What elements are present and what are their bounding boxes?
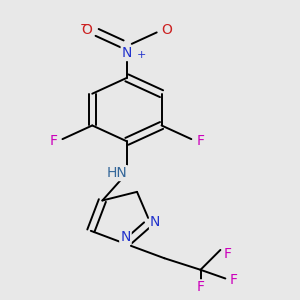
Text: N: N — [122, 46, 132, 60]
Text: −: − — [80, 20, 90, 32]
Text: F: F — [196, 134, 204, 148]
Text: +: + — [137, 50, 146, 59]
Text: F: F — [230, 273, 237, 287]
Text: HN: HN — [106, 166, 127, 180]
Text: O: O — [161, 23, 172, 37]
Text: F: F — [224, 247, 232, 261]
Text: F: F — [50, 134, 58, 148]
Text: F: F — [196, 280, 205, 294]
Text: N: N — [150, 215, 160, 229]
Text: O: O — [81, 23, 92, 37]
Text: N: N — [120, 230, 131, 244]
